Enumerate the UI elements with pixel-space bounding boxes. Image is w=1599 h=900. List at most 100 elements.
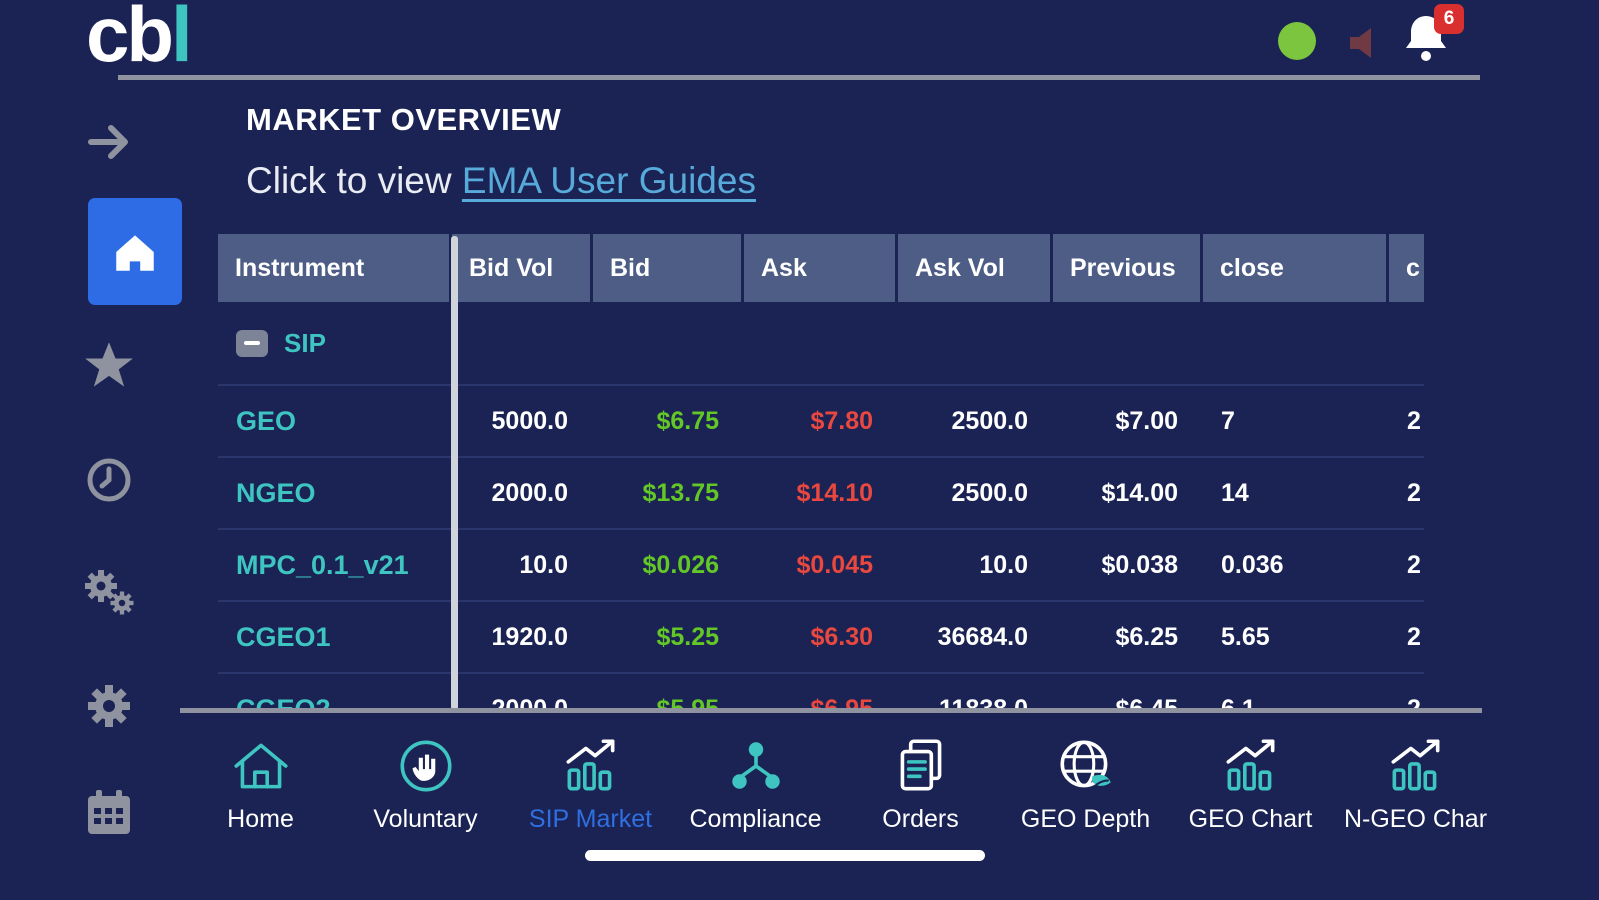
ask-cell: $6.30 <box>810 622 873 651</box>
close-cell: 14 <box>1221 478 1249 507</box>
ask-cell: $6.95 <box>810 694 873 713</box>
compliance-network-icon <box>723 713 789 803</box>
column-header-instrument[interactable]: Instrument <box>218 234 449 302</box>
star-icon <box>85 342 133 387</box>
sidebar-item-calendar[interactable] <box>0 788 218 838</box>
minus-icon <box>244 341 260 345</box>
change-cell: 2 <box>1407 406 1421 435</box>
subtitle: Click to view EMA User Guides <box>246 160 756 202</box>
calendar-icon <box>88 790 130 834</box>
logo-cb: cb <box>86 0 174 78</box>
voluntary-hand-icon <box>393 713 459 803</box>
nav-item-orders[interactable]: Orders <box>838 713 1003 834</box>
table-row-geo[interactable]: GEO 5000.0 $6.75 $7.80 2500.0 $7.00 7 2 <box>218 386 1424 458</box>
column-header-close[interactable]: close <box>1203 234 1386 302</box>
geo-depth-globe-icon <box>1053 713 1119 803</box>
topbar-divider <box>118 75 1480 80</box>
close-cell: 0.036 <box>1221 550 1284 579</box>
nav-label: SIP Market <box>528 805 653 833</box>
previous-cell: $7.00 <box>1115 406 1178 435</box>
ask-cell: $7.80 <box>810 406 873 435</box>
nav-label: GEO Depth <box>1020 805 1151 833</box>
group-row-sip: SIP <box>218 302 1424 386</box>
change-cell: 2 <box>1407 478 1421 507</box>
nav-item-voluntary[interactable]: Voluntary <box>343 713 508 834</box>
sidebar-item-settings[interactable] <box>0 680 218 732</box>
bottom-nav-divider <box>180 708 1482 713</box>
sip-market-chart-icon <box>558 713 624 803</box>
nav-label: Home <box>227 805 294 833</box>
sidebar-item-admin-settings[interactable] <box>0 566 218 618</box>
ask-vol-cell: 11838.0 <box>939 694 1028 713</box>
nav-item-ngeo-chart[interactable]: N-GEO Char <box>1333 713 1498 834</box>
geo-chart-icon <box>1218 713 1284 803</box>
nav-item-geo-chart[interactable]: GEO Chart <box>1168 713 1333 834</box>
ema-user-guides-link[interactable]: EMA User Guides <box>461 160 756 201</box>
nav-item-compliance[interactable]: Compliance <box>673 713 838 834</box>
page-title: MARKET OVERVIEW <box>246 102 562 137</box>
bid-vol-cell: 5000.0 <box>491 406 568 435</box>
bid-vol-cell: 2000.0 <box>491 478 568 507</box>
close-cell: 5.65 <box>1221 622 1270 651</box>
notification-count-badge: 6 <box>1434 4 1464 34</box>
bid-vol-cell: 2000.0 <box>491 694 568 713</box>
home-icon <box>116 234 154 271</box>
connection-status-indicator <box>1278 22 1316 60</box>
table-header-row: Instrument Bid Vol Bid Ask Ask Vol Previ… <box>218 234 1424 302</box>
instrument-cell: GEO <box>236 405 297 436</box>
nav-item-home[interactable]: Home <box>178 713 343 834</box>
table-row-mpc[interactable]: MPC_0.1_v21 10.0 $0.026 $0.045 10.0 $0.0… <box>218 530 1424 602</box>
close-cell: 7 <box>1221 406 1235 435</box>
nav-label: Orders <box>882 805 959 833</box>
bid-cell: $5.95 <box>656 694 719 713</box>
home-icon <box>228 713 294 803</box>
gear-icon <box>88 685 130 727</box>
sidebar-item-recent[interactable] <box>0 456 218 504</box>
bid-vol-cell: 1920.0 <box>491 622 568 651</box>
column-header-bid[interactable]: Bid <box>593 234 741 302</box>
nav-item-sip-market[interactable]: SIP Market <box>508 713 673 834</box>
instrument-cell: MPC_0.1_v21 <box>236 549 409 580</box>
change-cell: 2 <box>1407 550 1421 579</box>
column-header-change[interactable]: c <box>1389 234 1424 302</box>
sidebar-expand-arrow-icon[interactable] <box>0 118 218 166</box>
table-row-cgeo2[interactable]: CGEO2 2000.0 $5.95 $6.95 11838.0 $6.45 6… <box>218 674 1424 713</box>
change-cell: 2 <box>1407 622 1421 651</box>
sidebar-item-favorites[interactable] <box>0 340 218 390</box>
subtitle-prefix: Click to view <box>246 160 462 201</box>
market-overview-table: Instrument Bid Vol Bid Ask Ask Vol Previ… <box>218 234 1424 712</box>
table-row-ngeo[interactable]: NGEO 2000.0 $13.75 $14.10 2500.0 $14.00 … <box>218 458 1424 530</box>
ask-vol-cell: 2500.0 <box>951 406 1028 435</box>
table-row-cgeo1[interactable]: CGEO1 1920.0 $5.25 $6.30 36684.0 $6.25 5… <box>218 602 1424 674</box>
ask-vol-cell: 10.0 <box>979 550 1028 579</box>
column-header-ask[interactable]: Ask <box>744 234 895 302</box>
previous-cell: $14.00 <box>1101 478 1178 507</box>
collapse-group-button[interactable] <box>236 329 268 357</box>
column-header-previous[interactable]: Previous <box>1053 234 1200 302</box>
column-header-bid-vol[interactable]: Bid Vol <box>452 234 590 302</box>
frozen-column-divider[interactable] <box>451 236 458 710</box>
column-header-ask-vol[interactable]: Ask Vol <box>898 234 1050 302</box>
home-indicator-bar[interactable] <box>585 850 985 861</box>
orders-documents-icon <box>888 713 954 803</box>
previous-cell: $6.45 <box>1115 694 1178 713</box>
sidebar-item-home[interactable] <box>88 198 182 305</box>
bid-cell: $6.75 <box>656 406 719 435</box>
ask-cell: $0.045 <box>796 550 873 579</box>
bid-cell: $5.25 <box>656 622 719 651</box>
nav-label: GEO Chart <box>1188 805 1313 833</box>
nav-item-geo-depth[interactable]: GEO Depth <box>1003 713 1168 834</box>
previous-cell: $0.038 <box>1101 550 1178 579</box>
cbl-logo: cbl <box>86 0 193 80</box>
ngeo-chart-icon <box>1383 713 1449 803</box>
close-cell: 6.1 <box>1221 694 1256 713</box>
bid-vol-cell: 10.0 <box>519 550 568 579</box>
clock-icon <box>87 458 131 502</box>
instrument-cell: NGEO <box>236 477 316 508</box>
nav-label: N-GEO Char <box>1343 805 1488 833</box>
bid-cell: $13.75 <box>642 478 719 507</box>
mute-speaker-icon[interactable] <box>1348 26 1384 65</box>
instrument-cell: CGEO2 <box>236 693 331 713</box>
logo-l: l <box>171 0 193 78</box>
